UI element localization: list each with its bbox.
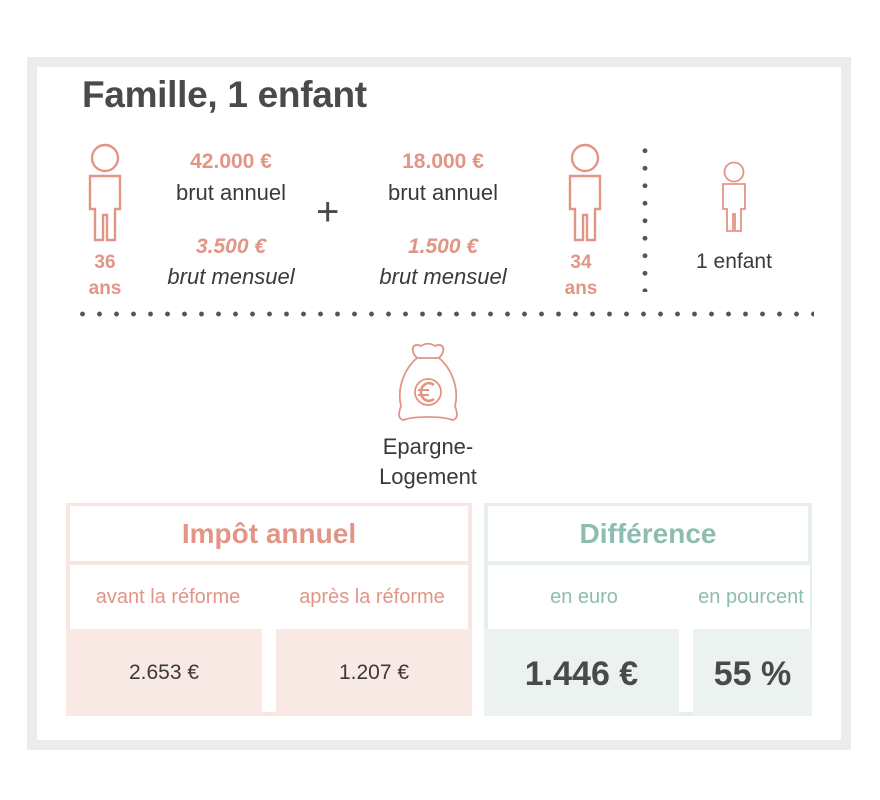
money-bag-euro-icon [398,342,458,421]
person1-annual-amount: 42.000 € [190,150,272,173]
difference-table-header: Différence [488,506,808,561]
page-title: Famille, 1 enfant [82,74,367,115]
person-icon [88,143,122,242]
difference-percent-value: 55 % [693,629,812,716]
person2-age: 34 ans [558,250,604,302]
person1-monthly-label: brut mensuel [167,264,295,289]
person2-age-unit: ans [564,278,598,299]
person1-annual-label: brut annuel [175,180,287,205]
tax-after-value: 1.207 € [276,629,472,716]
tax-cell-gap [262,629,276,712]
savings-label-line1: Epargne- [382,434,474,459]
vertical-dotted-divider [642,142,648,292]
person2-age-value: 34 [570,252,592,273]
difference-col-euro-label: en euro [550,586,618,608]
plus-sign: + [316,190,340,234]
savings-label: Epargne- Logement [338,432,518,492]
person1-monthly-amount: 3.500 € [195,235,267,258]
person2-monthly-label: brut mensuel [379,264,507,289]
difference-euro-value: 1.446 € [484,629,679,716]
person2-annual-amount: 18.000 € [402,150,484,173]
person-icon [568,143,602,242]
child-icon [722,161,746,232]
tax-before-value: 2.653 € [66,629,262,716]
person1-age: 36 ans [82,250,128,302]
tax-col-before-label: avant la réforme [95,586,241,608]
tax-col-after-label: après la réforme [299,586,445,608]
difference-cell-gap [679,629,693,712]
tax-table-header: Impôt annuel [70,506,468,561]
tax-table-subheader-row [70,565,468,629]
difference-subheader-row [488,565,810,629]
person1-age-value: 36 [94,252,116,273]
child-label: 1 enfant [696,250,772,273]
person2-monthly-amount: 1.500 € [407,235,479,258]
tax-table: Impôt annuel avant la réforme après la r… [66,503,472,716]
horizontal-dotted-divider [74,311,814,317]
savings-label-line2: Logement [379,464,477,489]
difference-col-percent-label: en pourcent [698,586,804,608]
person2-annual-label: brut annuel [387,180,499,205]
person1-age-unit: ans [88,278,122,299]
difference-table: Différence en euro en pourcent 1.446 € 5… [484,503,812,716]
